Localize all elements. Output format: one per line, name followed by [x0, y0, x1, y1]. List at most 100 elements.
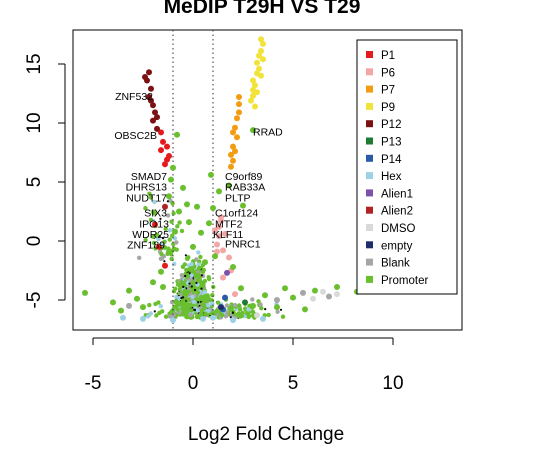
legend-item: Hex: [366, 171, 402, 183]
background-point: [180, 302, 185, 307]
series-hex: [120, 314, 266, 324]
series-p9: [248, 36, 266, 110]
legend-swatch: [366, 275, 373, 283]
data-point: [230, 264, 236, 270]
legend-label: P1: [381, 50, 395, 62]
legend-item: P13: [366, 137, 401, 149]
background-point: [154, 232, 160, 237]
data-point: [140, 315, 146, 322]
background-point: [159, 251, 164, 257]
background-point: [185, 303, 190, 309]
data-point: [274, 297, 280, 303]
background-point: [186, 297, 191, 302]
background-point: [219, 312, 225, 318]
series-p13: [242, 299, 248, 306]
data-point: [216, 223, 222, 230]
gene-label: DHRS13: [126, 182, 168, 194]
data-point: [254, 312, 260, 319]
data-point: [212, 253, 218, 260]
background-point: [200, 287, 203, 290]
data-point: [158, 147, 164, 154]
data-point: [230, 129, 236, 136]
background-point: [223, 314, 229, 319]
background-point: [156, 236, 161, 242]
background-point: [162, 245, 168, 250]
data-point: [250, 92, 256, 99]
data-point: [210, 205, 216, 211]
background-point: [183, 307, 188, 312]
background-point: [181, 312, 186, 317]
data-point: [200, 315, 206, 322]
data-point: [232, 148, 238, 155]
data-point: [156, 243, 162, 250]
background-point: [188, 277, 193, 282]
data-point: [258, 72, 264, 79]
legend-swatch: [366, 68, 373, 76]
background-point: [184, 267, 189, 273]
data-point: [334, 284, 340, 290]
data-point: [172, 228, 178, 235]
data-point: [226, 254, 232, 261]
gene-label: PNRC1: [225, 238, 261, 250]
data-point: [236, 94, 242, 100]
background-point: [264, 308, 267, 311]
legend-label: P14: [381, 154, 402, 166]
background-point: [163, 260, 166, 263]
data-point: [254, 59, 260, 66]
data-point: [236, 101, 242, 108]
series-p1: [152, 129, 172, 269]
background-point: [250, 309, 255, 314]
background-point: [167, 237, 172, 242]
background-point: [174, 303, 179, 309]
x-tick-label: 0: [188, 373, 199, 394]
data-point: [226, 182, 232, 189]
data-point: [326, 293, 332, 300]
data-point: [202, 259, 208, 266]
data-point: [222, 294, 228, 301]
legend-label: P6: [381, 67, 395, 79]
background-point: [237, 307, 243, 312]
background-point: [196, 297, 201, 303]
background-point: [191, 299, 197, 305]
background-point: [199, 308, 205, 313]
background-point: [250, 313, 255, 318]
data-point: [208, 171, 214, 178]
background-point: [206, 308, 211, 314]
background-point: [175, 282, 181, 287]
x-axis-title: Log2 Fold Change: [188, 424, 344, 445]
data-point: [230, 143, 236, 150]
background-point: [162, 239, 167, 244]
y-tick-label: 5: [24, 177, 45, 188]
legend-label: P13: [381, 137, 401, 149]
legend-swatch: [366, 206, 373, 214]
data-point: [242, 299, 248, 306]
data-point: [222, 230, 228, 237]
background-point: [174, 247, 179, 252]
legend-item: Alien2: [366, 206, 413, 218]
background-point: [224, 303, 230, 308]
data-point: [152, 109, 158, 116]
data-point: [196, 276, 202, 283]
data-point: [210, 314, 216, 321]
legend-item: P7: [366, 85, 395, 97]
data-point: [194, 203, 200, 210]
background-point: [195, 290, 201, 295]
legend-swatch: [366, 154, 373, 162]
data-point: [140, 304, 146, 311]
data-point: [126, 287, 132, 294]
background-point: [151, 240, 157, 246]
background-point: [182, 285, 185, 288]
background-point: [179, 280, 184, 285]
background-point: [175, 307, 180, 312]
data-point: [174, 131, 180, 138]
data-point: [254, 89, 260, 96]
background-point: [266, 312, 271, 318]
x-tick-label: 5: [288, 373, 299, 394]
background-point: [159, 217, 162, 220]
background-point: [163, 314, 169, 319]
background-point: [198, 254, 203, 260]
data-point: [206, 220, 212, 227]
background-point: [193, 288, 197, 292]
background-point: [246, 314, 251, 320]
background-point: [153, 310, 156, 313]
